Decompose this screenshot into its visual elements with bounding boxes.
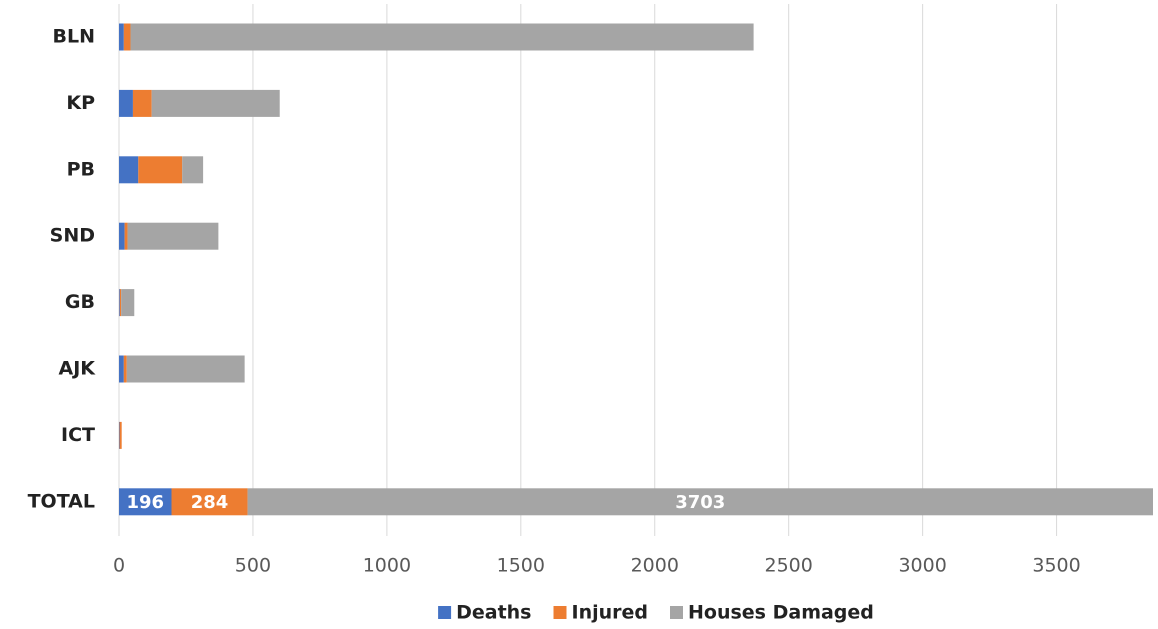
legend-swatch bbox=[438, 606, 452, 619]
bar-segment bbox=[119, 289, 122, 317]
bar-segment bbox=[182, 156, 204, 184]
legend-label: Houses Damaged bbox=[688, 602, 874, 624]
category-label: SND bbox=[50, 225, 95, 247]
legend-swatch bbox=[670, 606, 683, 619]
bar-segment bbox=[151, 89, 280, 117]
x-tick-label: 0 bbox=[113, 555, 125, 577]
x-tick-label: 2000 bbox=[631, 555, 679, 577]
bar-segment bbox=[247, 488, 1153, 516]
bar-segment bbox=[123, 23, 131, 51]
x-tick-label: 1500 bbox=[497, 555, 545, 577]
bar-segment bbox=[119, 222, 125, 250]
bar-segment bbox=[119, 355, 124, 383]
category-label: TOTAL bbox=[28, 490, 95, 512]
x-tick-label: 3000 bbox=[898, 555, 946, 577]
x-tick-label: 3500 bbox=[1032, 555, 1080, 577]
category-label: GB bbox=[65, 291, 95, 313]
category-label: BLN bbox=[53, 26, 96, 48]
bar-segment bbox=[130, 23, 754, 51]
x-tick-label: 1000 bbox=[363, 555, 411, 577]
bar-segment bbox=[121, 289, 135, 317]
grid bbox=[118, 4, 1058, 536]
bar-segment bbox=[119, 289, 120, 317]
legend-label: Injured bbox=[572, 602, 649, 624]
bar-segment bbox=[123, 355, 127, 383]
category-label: PB bbox=[67, 158, 95, 180]
legend-label: Deaths bbox=[456, 602, 531, 624]
bars bbox=[119, 23, 1153, 516]
legend: Deaths Injured Houses Damaged bbox=[438, 602, 874, 624]
legend-swatch bbox=[553, 606, 567, 619]
bar-segment bbox=[119, 23, 124, 51]
category-label: AJK bbox=[59, 358, 97, 380]
labels: 0 500 1000 1500 2000 2500 3000 3500 BLN KP PB SND GB… bbox=[28, 26, 1081, 577]
x-tick-label: 500 bbox=[235, 555, 271, 577]
bar-segment bbox=[119, 89, 133, 117]
data-label: 196 bbox=[126, 492, 164, 513]
category-label: ICT bbox=[61, 424, 95, 446]
bar-segment bbox=[119, 488, 172, 516]
bar-segment bbox=[119, 421, 120, 449]
bar-segment bbox=[132, 89, 152, 117]
bar-segment bbox=[138, 156, 183, 184]
bar-segment bbox=[124, 222, 128, 250]
bar-segment bbox=[119, 156, 139, 184]
data-label: 284 bbox=[191, 492, 229, 513]
x-tick-label: 2500 bbox=[765, 555, 813, 577]
bar-segment bbox=[119, 421, 122, 449]
category-label: KP bbox=[66, 92, 95, 114]
bar-segment bbox=[127, 222, 219, 250]
bar-segment bbox=[126, 355, 245, 383]
data-label: 3703 bbox=[675, 492, 725, 513]
bar-segment bbox=[171, 488, 248, 516]
